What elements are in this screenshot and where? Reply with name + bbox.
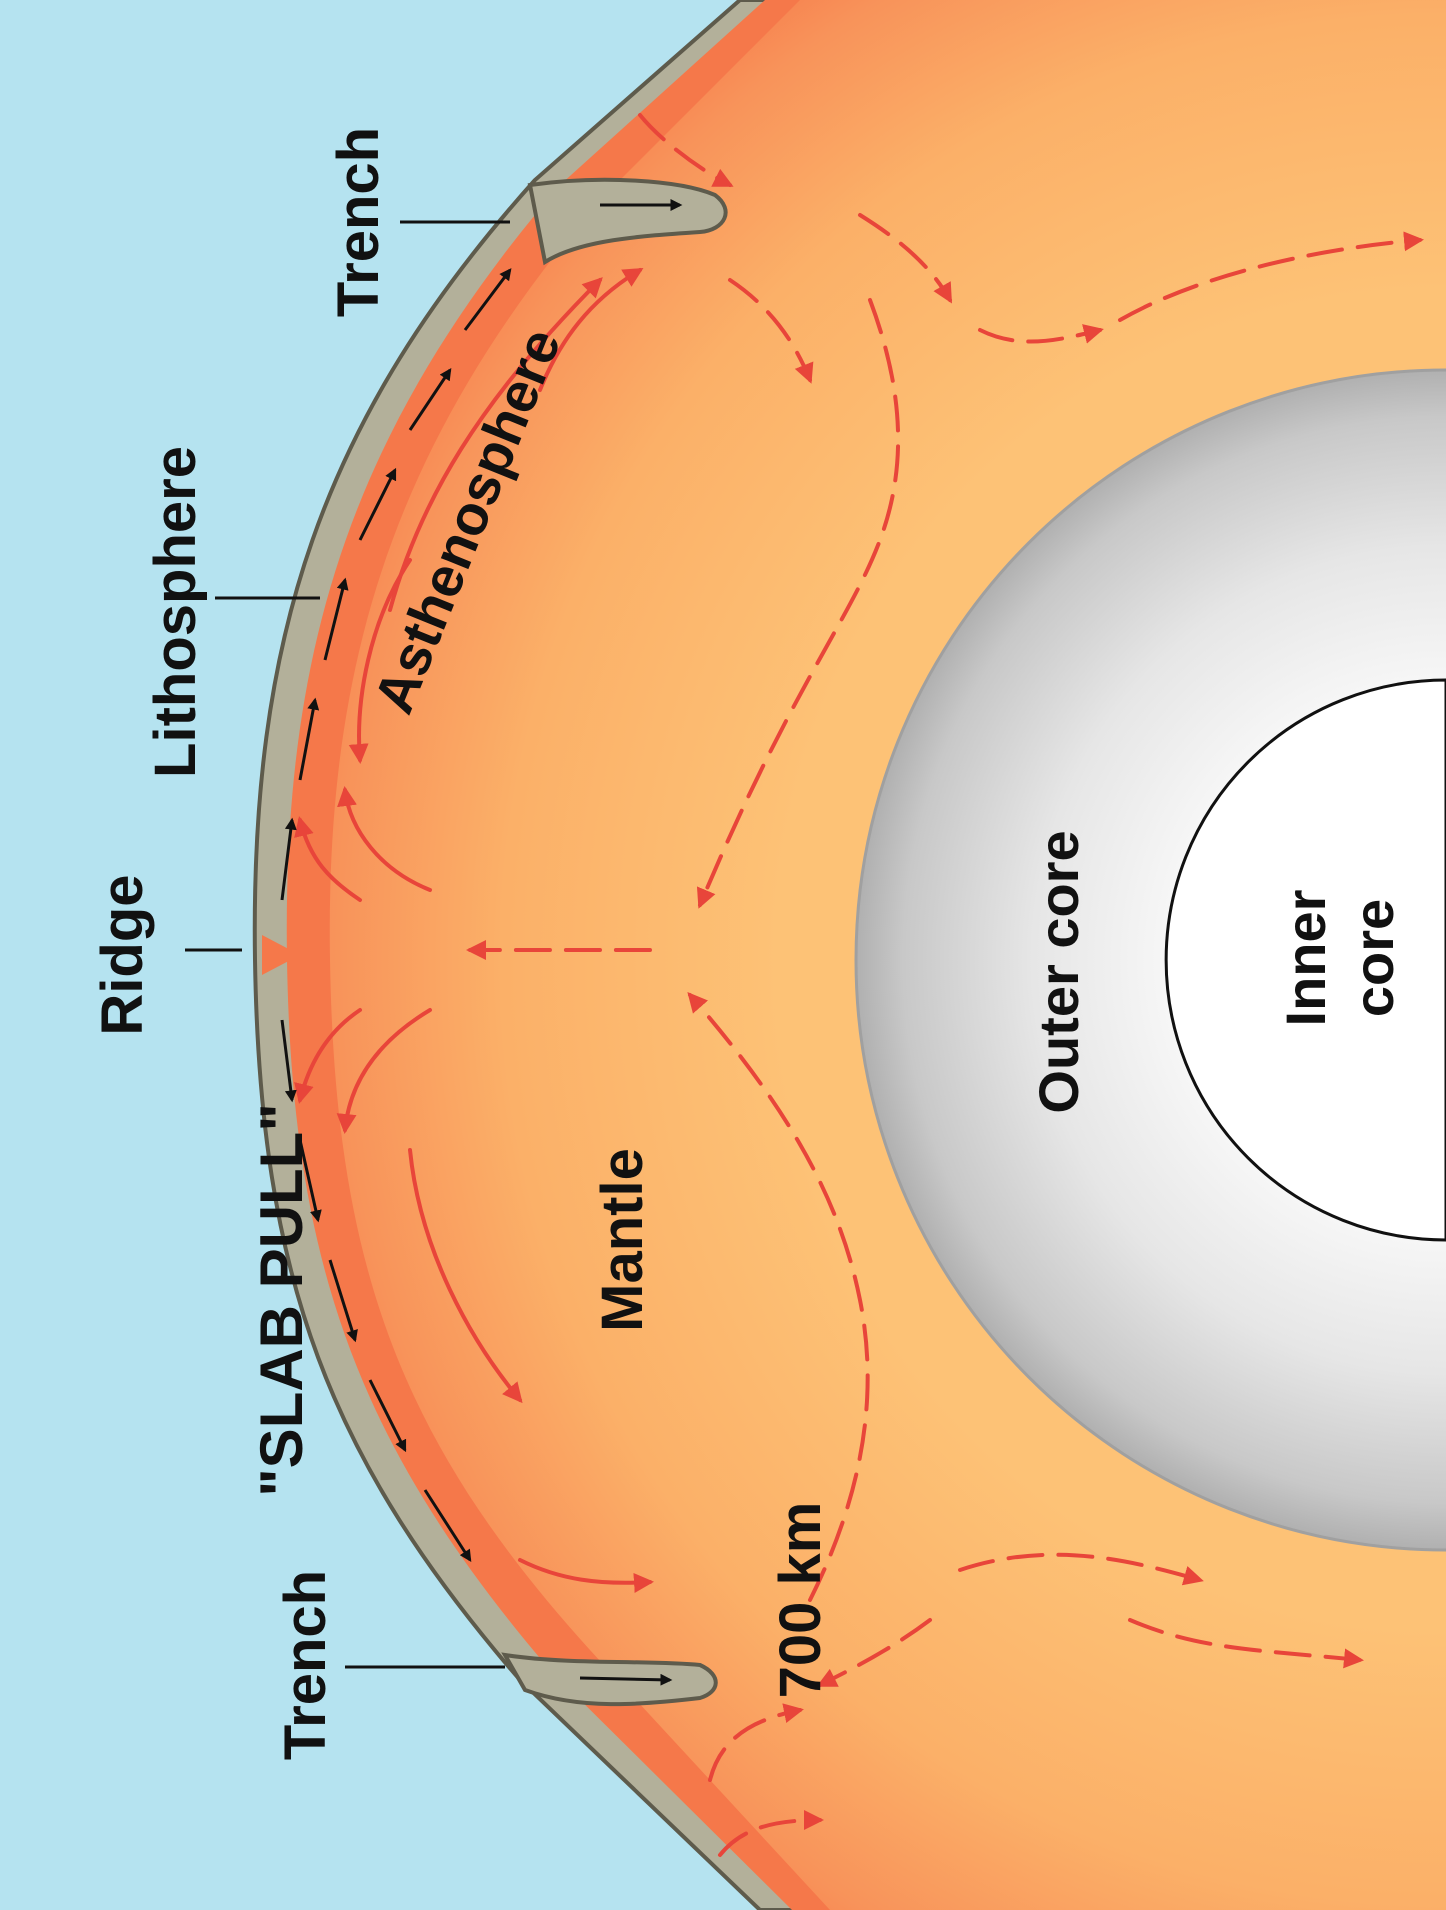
outer-core-outline (854, 368, 1446, 1552)
trench-top-label: Trench (326, 127, 391, 317)
lithosphere-label: Lithosphere (143, 446, 208, 778)
inner-core-label-line1: Inner (1274, 890, 1337, 1027)
inner-core-label-line2: core (1342, 899, 1405, 1017)
slab-pull-label: "SLAB PULL" (248, 1103, 315, 1497)
ridge-notch (262, 935, 300, 975)
inner-core (1164, 678, 1446, 1242)
ridge-label: Ridge (90, 874, 155, 1035)
convection-currents (294, 113, 1424, 1857)
trench-bottom-label: Trench (273, 1570, 338, 1760)
plate-motion-arrows (280, 199, 683, 1686)
outer-core (856, 370, 1446, 1550)
mantle-label: Mantle (590, 1148, 655, 1332)
outer-core-label: Outer core (1027, 830, 1090, 1113)
depth-label: 700 km (768, 1502, 833, 1699)
